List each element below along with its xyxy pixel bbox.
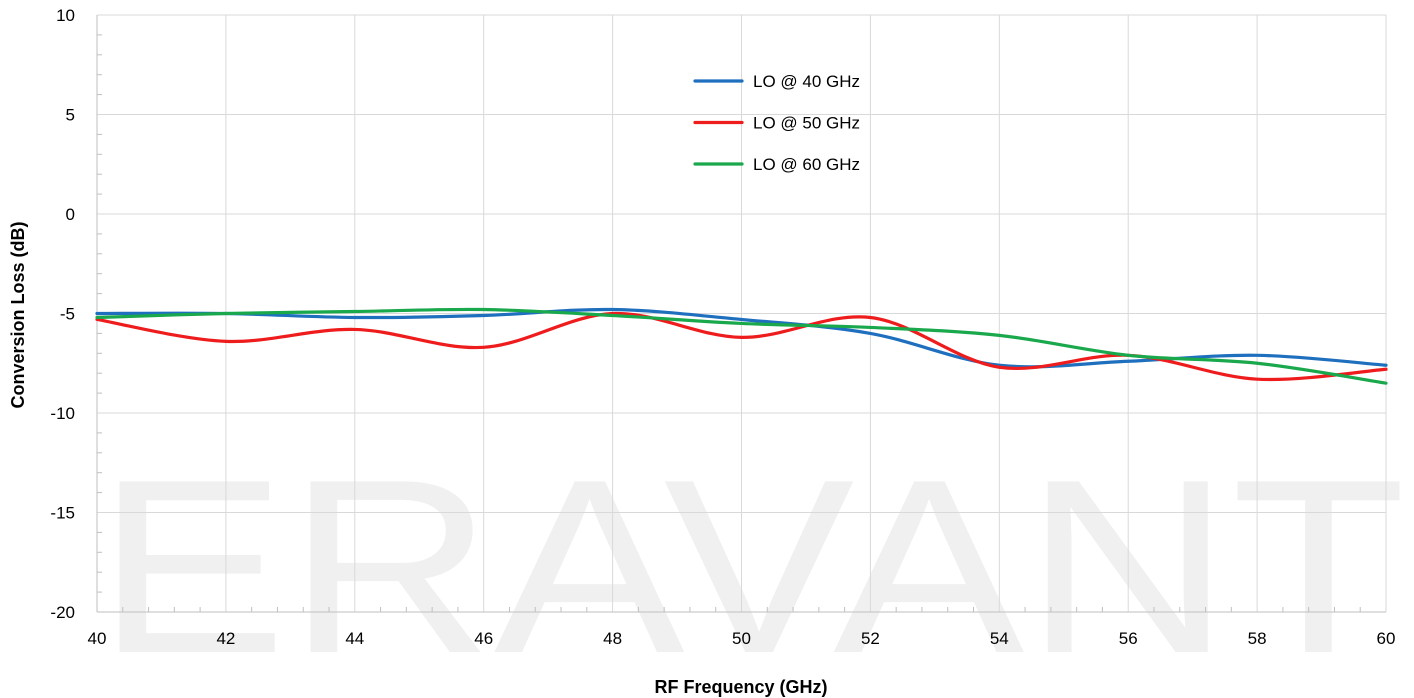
y-tick-label: 5 [66, 106, 75, 125]
y-tick-label: -20 [50, 603, 75, 622]
x-tick-label: 58 [1248, 629, 1267, 648]
x-tick-label: 42 [216, 629, 235, 648]
x-tick-label: 52 [861, 629, 880, 648]
watermark-text: ERAVANT [96, 427, 1406, 698]
x-tick-label: 60 [1377, 629, 1396, 648]
y-tick-label: -10 [50, 404, 75, 423]
x-tick-label: 48 [603, 629, 622, 648]
y-tick-label: -5 [60, 305, 75, 324]
series-lines [95, 307, 1388, 385]
x-axis-title: RF Frequency (GHz) [654, 677, 827, 697]
x-axis-ticks: 40 42 44 46 48 50 52 54 56 58 60 [88, 629, 1396, 648]
y-tick-label: -15 [50, 504, 75, 523]
legend-label-3: LO @ 60 GHz [753, 155, 860, 174]
x-tick-label: 44 [345, 629, 364, 648]
legend-label-2: LO @ 50 GHz [753, 114, 860, 133]
legend-label-1: LO @ 40 GHz [753, 72, 860, 91]
series-line-3 [95, 307, 1388, 385]
x-tick-label: 46 [474, 629, 493, 648]
y-axis-title: Conversion Loss (dB) [8, 221, 28, 408]
series-line-2 [95, 311, 1388, 382]
x-tick-label: 50 [732, 629, 751, 648]
x-tick-label: 56 [1119, 629, 1138, 648]
minor-ticks [97, 34, 1361, 612]
y-tick-label: 10 [56, 6, 75, 25]
y-tick-label: 0 [66, 205, 75, 224]
x-tick-label: 54 [990, 629, 1009, 648]
legend: LO @ 40 GHz LO @ 50 GHz LO @ 60 GHz [693, 72, 860, 174]
y-axis-ticks: 10 5 0 -5 -10 -15 -20 [50, 6, 75, 622]
x-tick-label: 40 [88, 629, 107, 648]
